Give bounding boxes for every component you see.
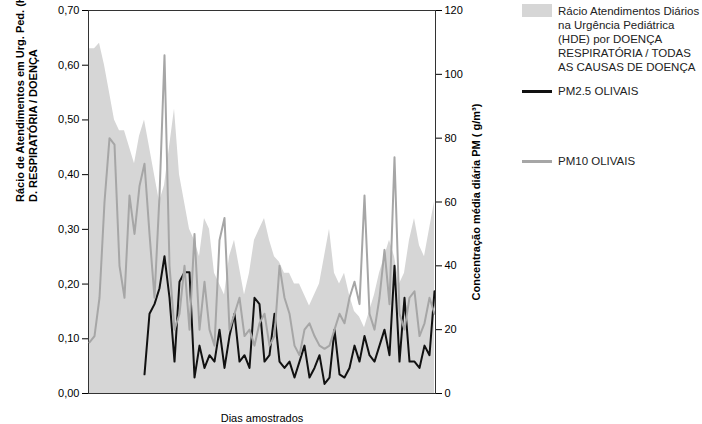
html-text:PM10 OLIVAIS: PM10 OLIVAIS	[558, 155, 636, 167]
svg-text:40: 40	[445, 259, 457, 271]
html-text:PM2.5 OLIVAIS: PM2.5 OLIVAIS	[558, 85, 639, 97]
svg-text:0: 0	[445, 387, 451, 399]
svg-text:0,40: 0,40	[58, 168, 79, 180]
svg-text:0,20: 0,20	[58, 278, 79, 290]
svg-text:20: 20	[445, 323, 457, 335]
svg-text:Concentração média diária PM (: Concentração média diária PM ( g/m³)	[470, 103, 482, 300]
svg-text:0,30: 0,30	[58, 223, 79, 235]
svg-text:0,60: 0,60	[58, 59, 79, 71]
html-text:Rácio Atendimentos Diários na: Rácio Atendimentos Diários na Urgência P…	[558, 5, 700, 73]
svg-text:60: 60	[445, 196, 457, 208]
svg-text:0,00: 0,00	[58, 387, 79, 399]
svg-text:0,10: 0,10	[58, 332, 79, 344]
svg-text:Rácio de Atendimentos em Urg.: Rácio de Atendimentos em Urg. Ped. (HDE)…	[14, 0, 39, 202]
svg-text:0,70: 0,70	[58, 4, 79, 16]
svg-text:Dias amostrados: Dias amostrados	[221, 412, 304, 424]
svg-text:120: 120	[445, 4, 463, 16]
svg-text:0,50: 0,50	[58, 113, 79, 125]
svg-text:100: 100	[445, 68, 463, 80]
svg-text:80: 80	[445, 132, 457, 144]
